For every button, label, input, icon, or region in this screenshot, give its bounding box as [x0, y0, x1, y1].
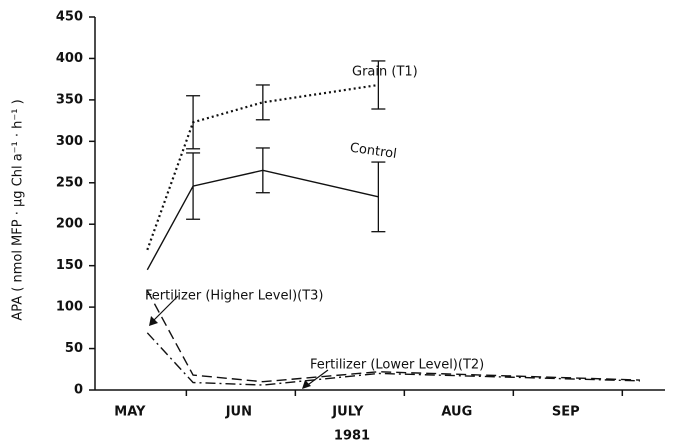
y-tick-label: 100 [56, 300, 83, 315]
x-tick-label: MAY [114, 405, 146, 420]
y-tick-label: 350 [56, 92, 83, 107]
series-label: Fertilizer (Lower Level)(T2) [310, 358, 484, 373]
series-label: Grain (T1) [352, 65, 418, 80]
y-tick-label: 250 [56, 175, 83, 190]
x-tick-label: JULY [331, 405, 364, 420]
x-axis-label: 1981 [334, 429, 370, 444]
arrow-head [149, 316, 158, 326]
series-label: Control [349, 141, 398, 162]
series-label: Fertilizer (Higher Level)(T3) [145, 289, 324, 304]
y-tick-label: 150 [56, 258, 83, 273]
series-line [146, 290, 640, 383]
arrow [151, 295, 179, 323]
x-tick-label: AUG [441, 405, 472, 420]
x-tick-label: SEP [552, 405, 580, 420]
series-line [146, 332, 640, 386]
x-tick-label: JUN [225, 405, 252, 420]
y-tick-label: 400 [56, 51, 83, 66]
y-tick-label: 300 [56, 134, 83, 149]
y-tick-label: 0 [74, 383, 83, 398]
y-tick-label: 50 [65, 341, 83, 356]
y-tick-label: 200 [56, 217, 83, 232]
y-axis-label: APA ( nmol MFP · µg Chl a⁻¹ · h⁻¹ ) [11, 99, 26, 320]
arrow-head [302, 380, 311, 389]
series-line [146, 169, 379, 271]
y-tick-label: 450 [56, 10, 83, 25]
series-line [146, 83, 379, 251]
